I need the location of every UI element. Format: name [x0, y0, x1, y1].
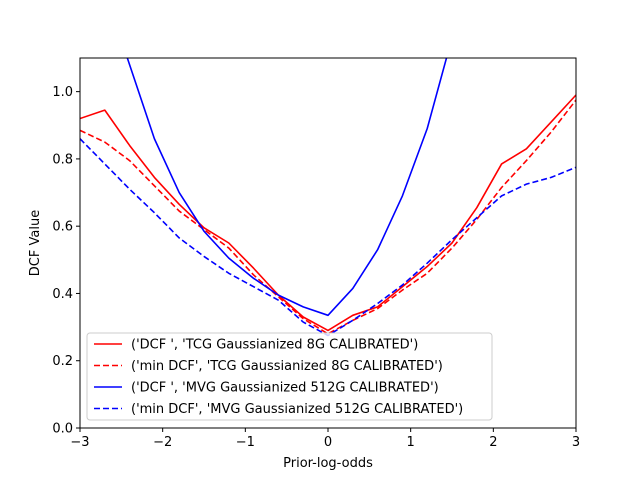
legend-frame	[86, 332, 493, 421]
series-layer	[80, 58, 576, 337]
y-tick-label: 0.0	[52, 422, 73, 437]
y-tick-label: 0.8	[52, 152, 73, 167]
legend-label-1: ('DCF ', 'TCG Gaussianized 8G CALIBRATED…	[131, 338, 418, 353]
series-line-2	[80, 99, 576, 335]
x-tick-label: 1	[407, 435, 415, 450]
y-axis-label: DCF Value	[28, 210, 43, 276]
legend: ('DCF ', 'TCG Gaussianized 8G CALIBRATED…	[86, 332, 493, 421]
y-tick-label: 0.6	[52, 220, 73, 235]
y-tick-label: 1.0	[52, 85, 73, 100]
ticks-layer: −3 −2 −1 0 1 2 3 0.0 0.2 0.4 0.6 0.8 1.0	[52, 85, 580, 450]
y-tick-label: 0.2	[52, 354, 73, 369]
x-axis-label: Prior-log-odds	[283, 456, 373, 471]
x-tick-label: −3	[70, 435, 89, 450]
y-tick-label: 0.4	[52, 287, 73, 302]
series-line-1	[80, 94, 576, 332]
x-tick-label: 0	[324, 435, 332, 450]
x-tick-label: −2	[153, 435, 172, 450]
legend-label-2: ('min DCF', 'TCG Gaussianized 8G CALIBRA…	[131, 359, 443, 374]
legend-label-3: ('DCF ', 'MVG Gaussianized 512G CALIBRAT…	[131, 381, 439, 396]
series-line-4	[80, 138, 576, 337]
series-line-3	[126, 58, 448, 317]
legend-label-4: ('min DCF', 'MVG Gaussianized 512G CALIB…	[131, 402, 463, 417]
x-tick-label: −1	[236, 435, 255, 450]
x-tick-label: 2	[489, 435, 497, 450]
x-tick-label: 3	[572, 435, 580, 450]
